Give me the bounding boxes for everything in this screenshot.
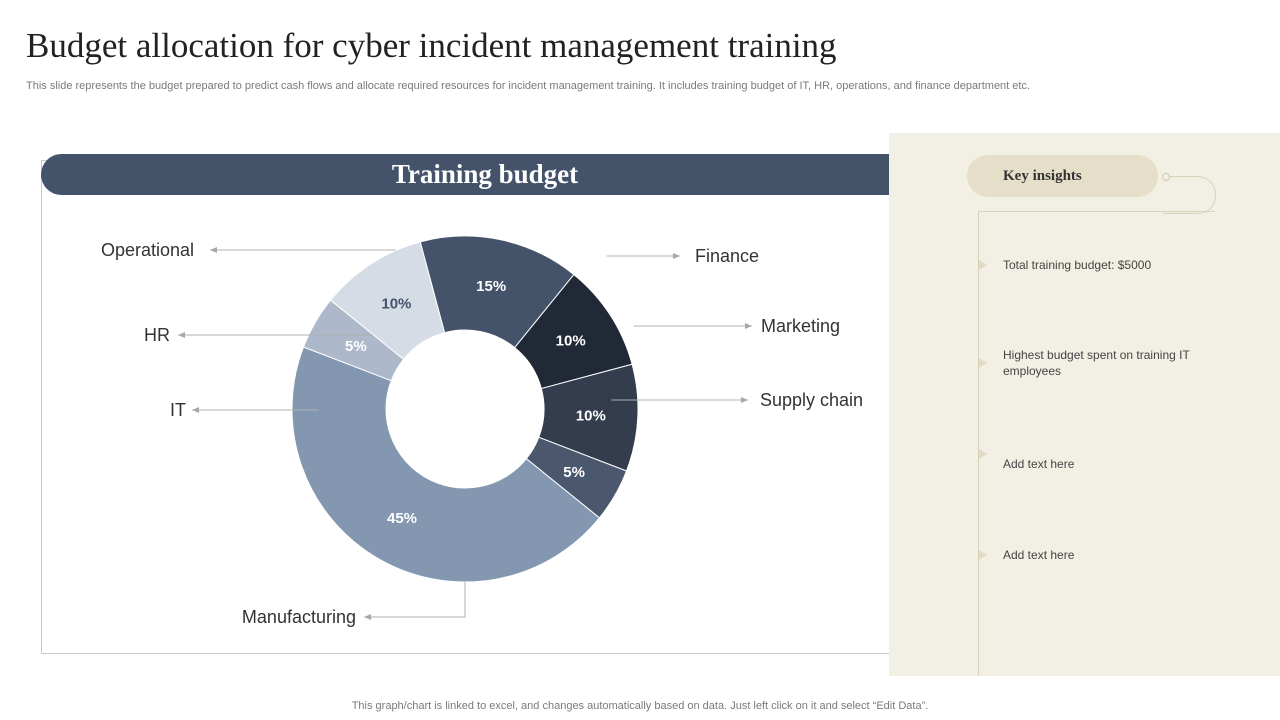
triangle-bullet-icon [979, 449, 987, 459]
category-label: Manufacturing [242, 607, 356, 627]
slice-value-label: 45% [387, 510, 417, 527]
insights-connector-dot [1162, 173, 1170, 181]
insights-divider [978, 211, 979, 676]
triangle-bullet-icon [979, 550, 987, 560]
category-label: Finance [695, 246, 759, 266]
insight-text: Total training budget: $5000 [1003, 258, 1152, 272]
category-label: IT [170, 400, 186, 420]
insight-text: Add text here [1003, 457, 1075, 471]
triangle-bullet-icon [979, 260, 987, 270]
page-title: Budget allocation for cyber incident man… [26, 26, 837, 65]
insights-connector-line [979, 211, 1215, 212]
category-label: Supply chain [760, 390, 863, 410]
slice-value-label: 10% [556, 332, 586, 349]
callout-arrow [364, 582, 466, 620]
insights-panel [889, 133, 1280, 676]
chart-title-banner: Training budget [41, 154, 929, 195]
slice-value-label: 5% [345, 338, 367, 355]
slice-value-label: 5% [563, 464, 585, 481]
insights-connector [1163, 176, 1216, 214]
triangle-bullet-icon [979, 358, 987, 368]
donut-slice-manufacturing[interactable] [291, 346, 601, 583]
slice-value-label: 10% [576, 408, 606, 425]
category-label: HR [144, 325, 170, 345]
category-label: Marketing [761, 316, 840, 336]
slice-value-label: 15% [476, 278, 506, 295]
insight-text: Highest budget spent on training IT empl… [1003, 348, 1190, 378]
chart-title: Training budget [391, 159, 579, 189]
key-insights-badge: Key insights [967, 155, 1158, 197]
key-insights-title: Key insights [1003, 167, 1082, 184]
footer-note: This graph/chart is linked to excel, and… [351, 700, 929, 712]
donut-slice-hr[interactable] [329, 241, 446, 360]
category-label: Operational [101, 240, 194, 260]
insight-text: Add text here [1003, 548, 1075, 562]
page-subtitle: This slide represents the budget prepare… [26, 80, 1031, 92]
slice-value-label: 10% [381, 295, 411, 312]
